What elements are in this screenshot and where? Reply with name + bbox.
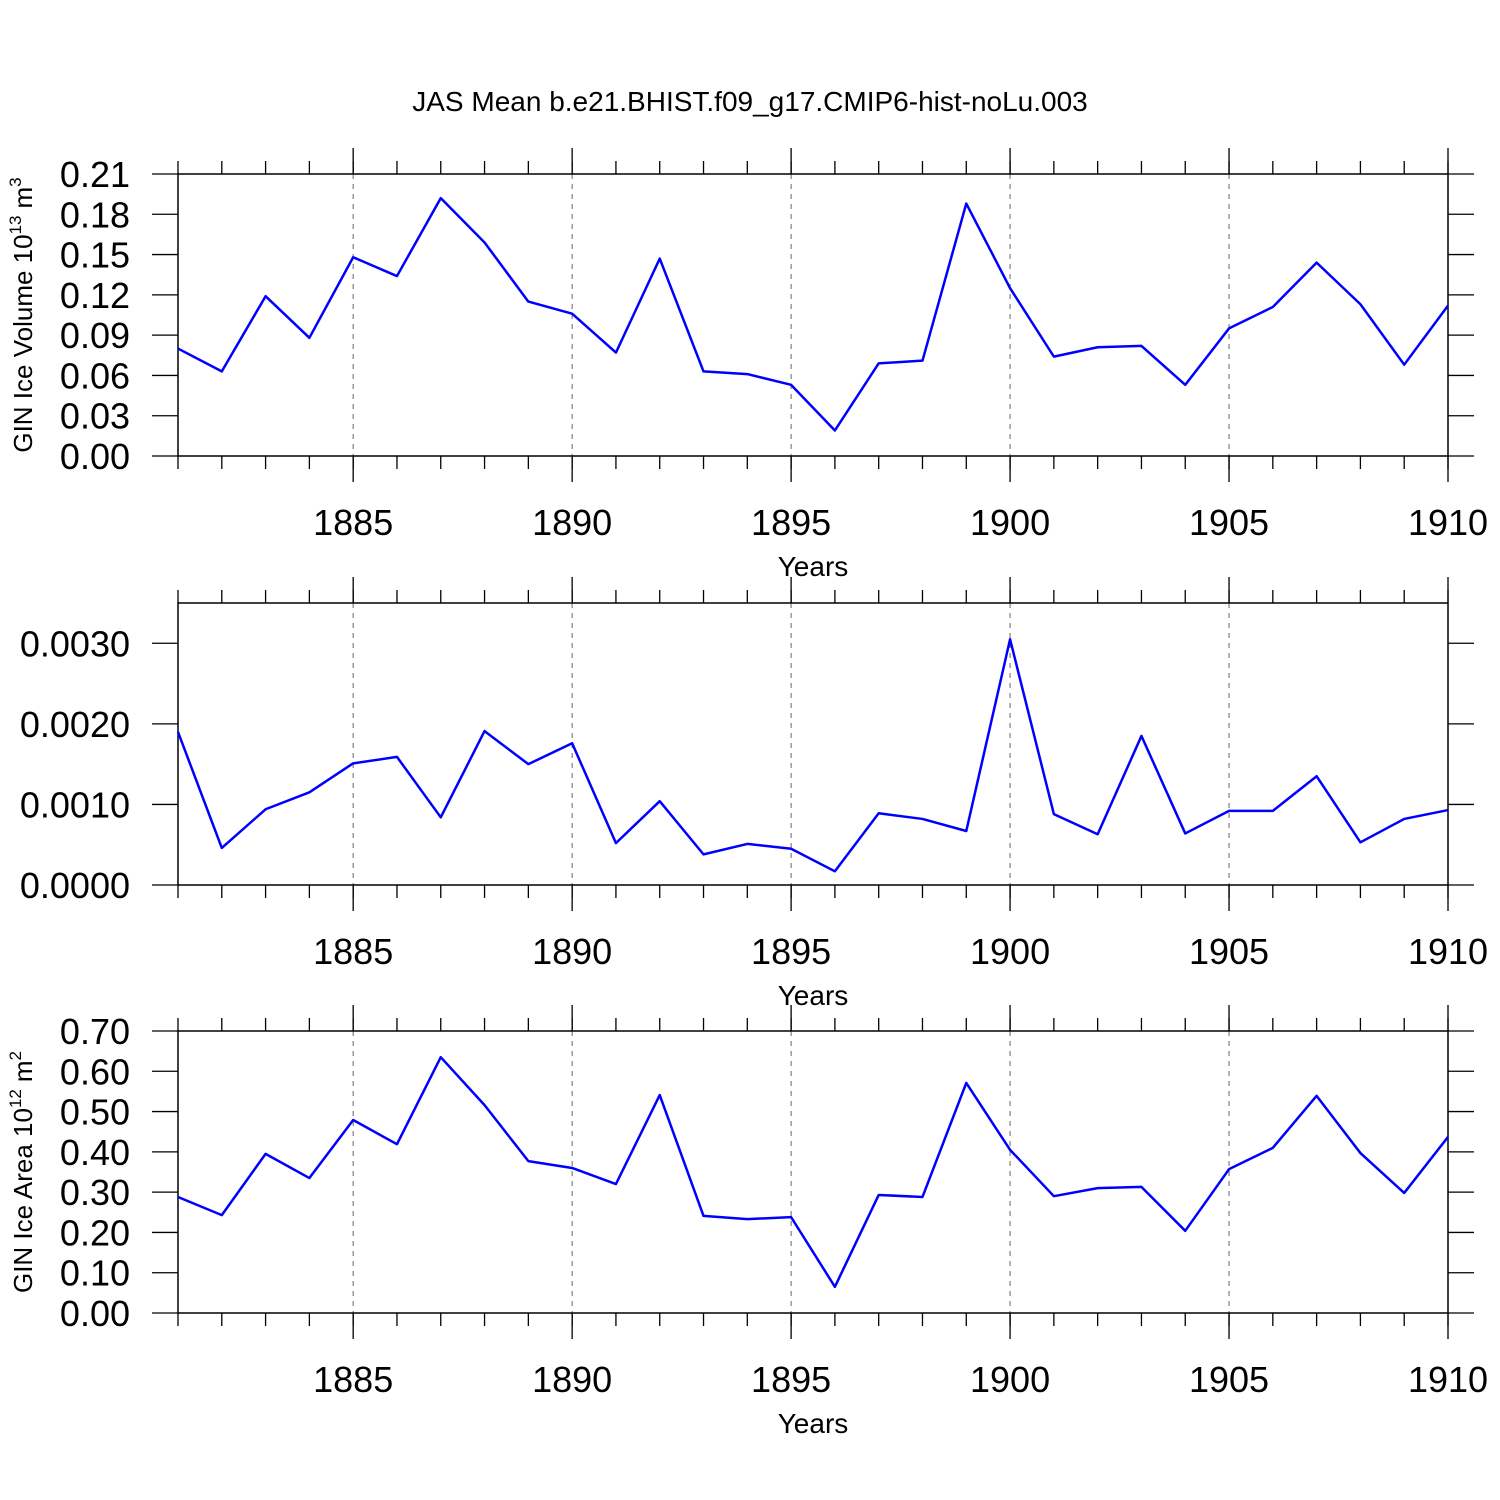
- y-tick-label: 0.12: [60, 275, 130, 316]
- y-axis-label-unit-exp: 2: [6, 1051, 25, 1060]
- y-tick-label: 0.30: [60, 1172, 130, 1213]
- y-axis-label-exp: 13: [6, 215, 25, 234]
- y-tick-label: 0.21: [60, 154, 130, 195]
- plot-frame: [177, 173, 1449, 457]
- x-tick-label: 1900: [970, 1359, 1050, 1400]
- y-axis-label-unit: m: [8, 1060, 38, 1082]
- y-axis-label: GIN Ice Area 1012 m2: [6, 1051, 38, 1293]
- x-axis-label: Years: [778, 551, 849, 582]
- x-tick-label: 1910: [1408, 502, 1488, 543]
- x-tick-label: 1910: [1408, 931, 1488, 972]
- plot-frame: [177, 1030, 1449, 1314]
- y-tick-label: 0.18: [60, 194, 130, 235]
- data-line: [177, 1055, 1449, 1289]
- y-tick-label: 0.70: [60, 1011, 130, 1052]
- y-tick-label: 0.00: [60, 1293, 130, 1334]
- y-tick-label: 0.06: [60, 355, 130, 396]
- y-tick-label: 0.0000: [20, 865, 130, 906]
- data-line: [176, 638, 1449, 873]
- y-tick-label: 0.09: [60, 315, 130, 356]
- y-tick-label: 0.03: [60, 396, 130, 437]
- y-axis-label-unit: m: [8, 187, 38, 209]
- x-tick-label: 1905: [1189, 1359, 1269, 1400]
- data-line: [177, 196, 1450, 432]
- x-tick-label: 1885: [313, 1359, 393, 1400]
- y-tick-label: 0.20: [60, 1212, 130, 1253]
- x-tick-label: 1910: [1408, 1359, 1488, 1400]
- y-tick-label: 0.0030: [20, 623, 130, 664]
- plot-frame: [177, 602, 1449, 886]
- x-tick-label: 1890: [532, 1359, 612, 1400]
- y-axis-label-exp: 12: [6, 1089, 25, 1108]
- y-axis-label: GIN Ice Volume 1013 m3: [6, 177, 38, 452]
- y-tick-label: 0.0020: [20, 704, 130, 745]
- y-axis-label-unit-exp: 3: [6, 177, 25, 186]
- y-tick-label: 0.40: [60, 1132, 130, 1173]
- x-tick-label: 1895: [751, 502, 831, 543]
- x-tick-label: 1885: [313, 502, 393, 543]
- x-tick-label: 1895: [751, 931, 831, 972]
- y-tick-label: 0.60: [60, 1051, 130, 1092]
- x-tick-label: 1895: [751, 1359, 831, 1400]
- x-tick-label: 1900: [970, 502, 1050, 543]
- x-tick-label: 1890: [532, 931, 612, 972]
- x-tick-label: 1885: [313, 931, 393, 972]
- x-tick-label: 1905: [1189, 931, 1269, 972]
- y-tick-label: 0.00: [60, 436, 130, 477]
- x-tick-label: 1905: [1189, 502, 1269, 543]
- y-tick-label: 0.10: [60, 1253, 130, 1294]
- x-tick-label: 1900: [970, 931, 1050, 972]
- y-tick-label: 0.50: [60, 1092, 130, 1133]
- x-axis-label: Years: [778, 1408, 849, 1439]
- y-tick-label: 0.0010: [20, 784, 130, 825]
- x-axis-label: Years: [778, 980, 849, 1011]
- y-axis-label-text: GIN Ice Area 10: [8, 1108, 38, 1293]
- x-tick-label: 1890: [532, 502, 612, 543]
- figure-title: JAS Mean b.e21.BHIST.f09_g17.CMIP6-hist-…: [412, 86, 1088, 117]
- y-axis-label-text: GIN Ice Volume 10: [8, 234, 38, 452]
- y-tick-label: 0.15: [60, 235, 130, 276]
